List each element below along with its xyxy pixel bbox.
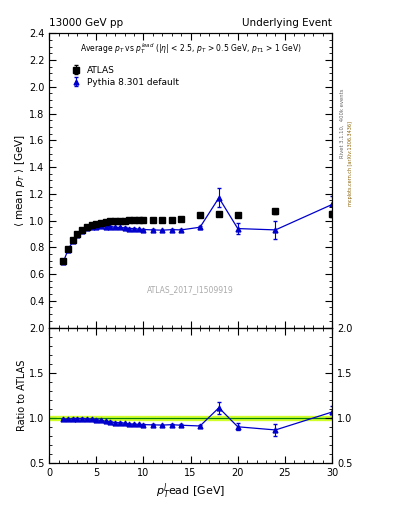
Text: Rivet 3.1.10,  400k events: Rivet 3.1.10, 400k events xyxy=(340,88,345,158)
Text: ATLAS_2017_I1509919: ATLAS_2017_I1509919 xyxy=(147,285,234,294)
Text: 13000 GeV pp: 13000 GeV pp xyxy=(49,18,123,28)
Legend: ATLAS, Pythia 8.301 default: ATLAS, Pythia 8.301 default xyxy=(68,65,180,89)
X-axis label: $p_{T}^{l}$ead [GeV]: $p_{T}^{l}$ead [GeV] xyxy=(156,481,225,501)
Y-axis label: $\langle$ mean $p_T$ $\rangle$ [GeV]: $\langle$ mean $p_T$ $\rangle$ [GeV] xyxy=(13,134,28,227)
Text: mcplots.cern.ch [arXiv:1306.3436]: mcplots.cern.ch [arXiv:1306.3436] xyxy=(348,121,353,206)
Y-axis label: Ratio to ATLAS: Ratio to ATLAS xyxy=(18,360,28,431)
Text: Average $p_T$ vs $p_T^{lead}$ ($|\eta|$ < 2.5, $p_T$ > 0.5 GeV, $p_{T1}$ > 1 GeV: Average $p_T$ vs $p_T^{lead}$ ($|\eta|$ … xyxy=(80,40,301,55)
Text: Underlying Event: Underlying Event xyxy=(242,18,332,28)
Bar xyxy=(49,416,332,420)
